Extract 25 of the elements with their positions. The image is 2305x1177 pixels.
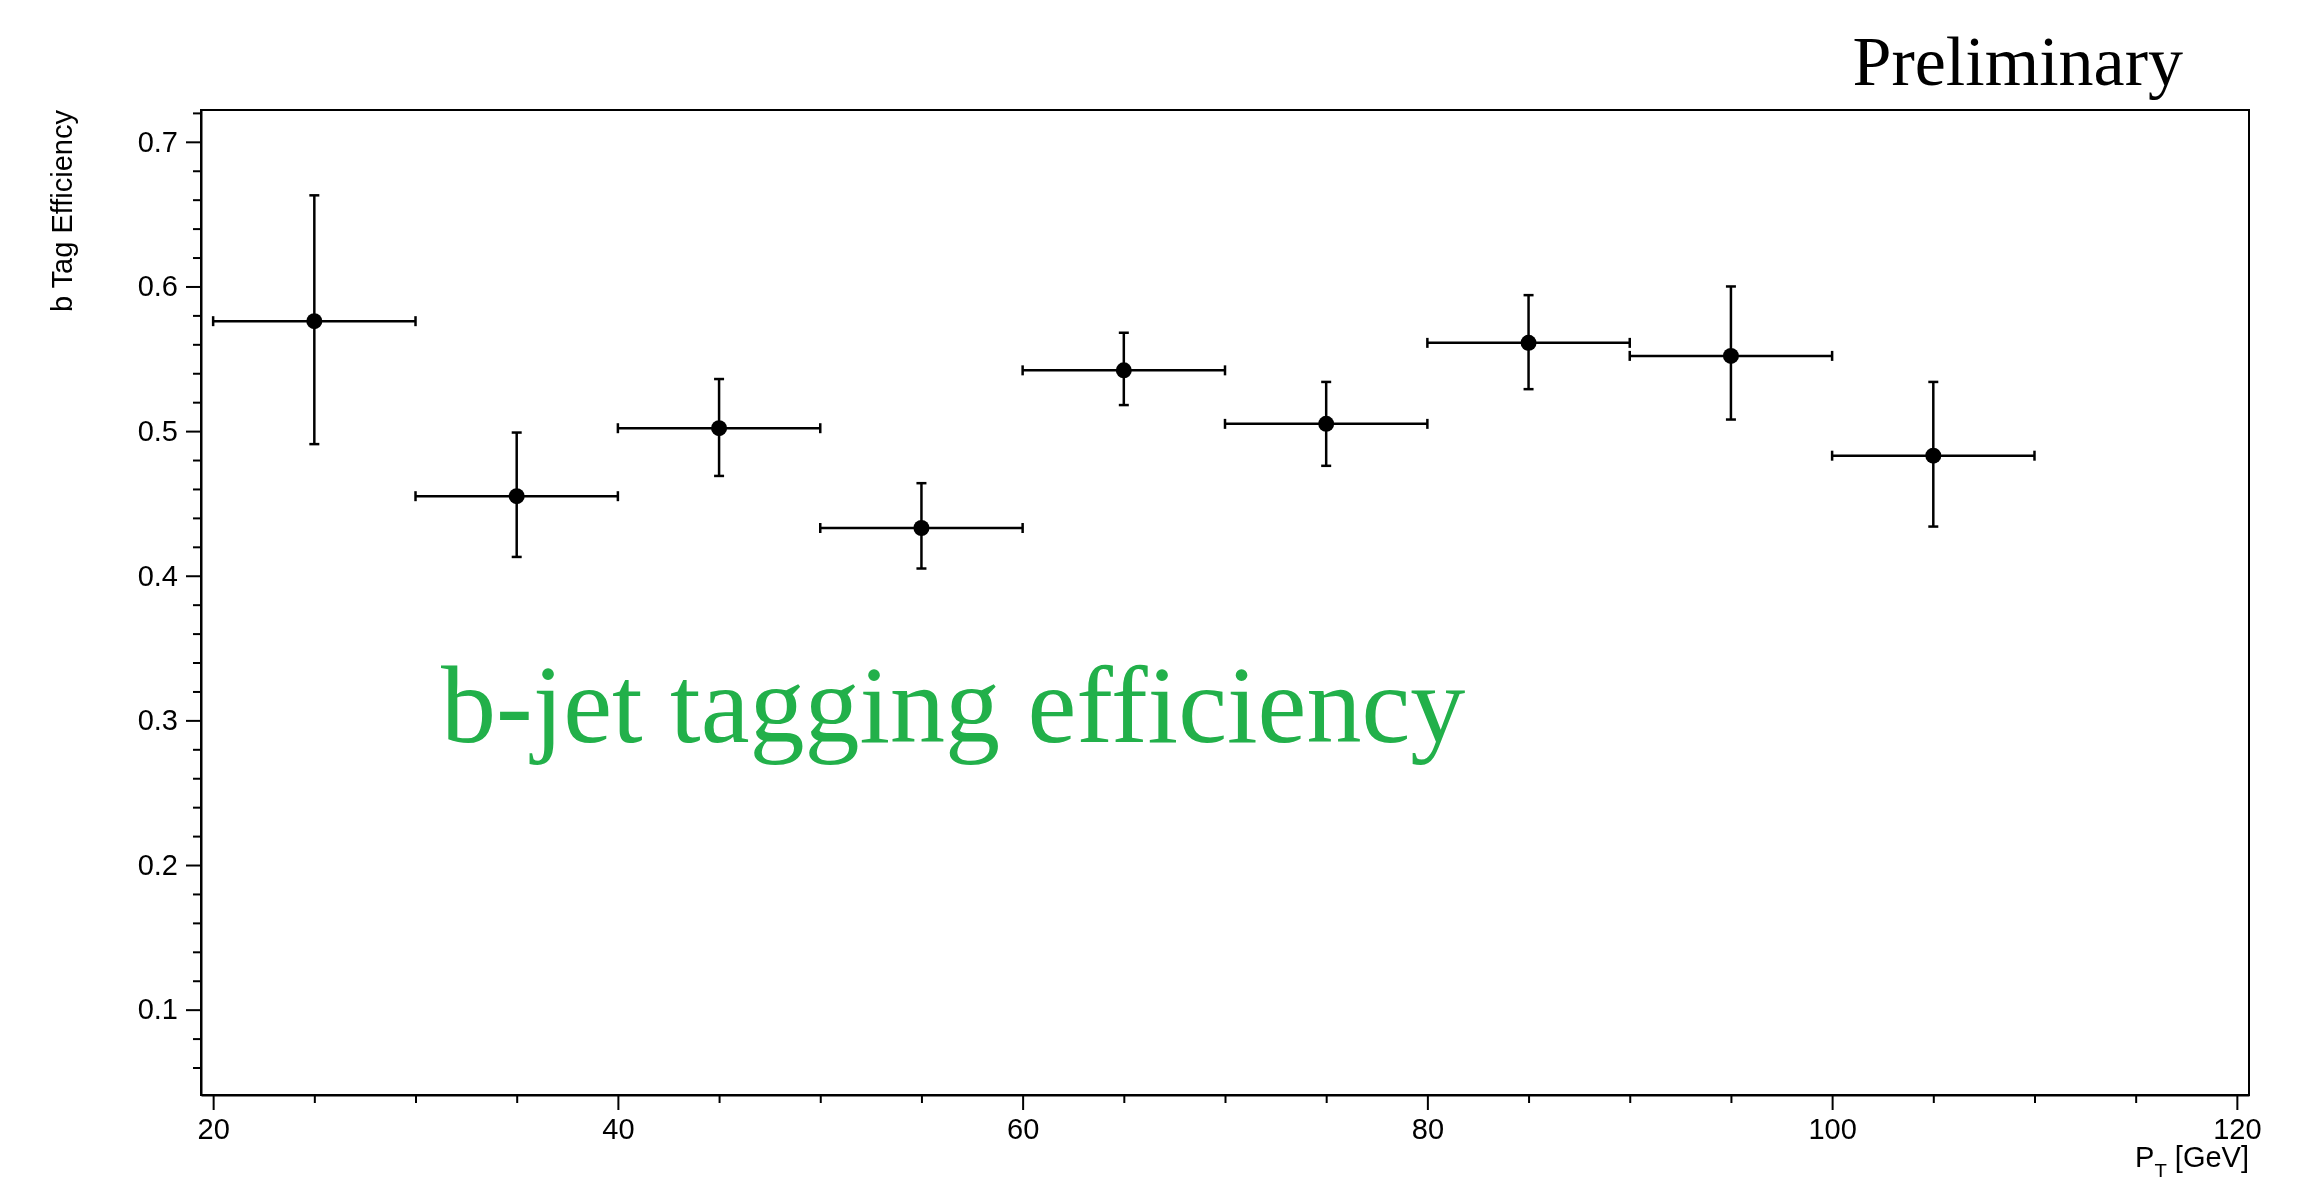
- point: [1318, 415, 1335, 432]
- y-tick-label: 0.4: [137, 559, 178, 592]
- y-tick-label: 0.1: [137, 993, 178, 1026]
- point: [913, 520, 930, 537]
- x-tick-label: 60: [1007, 1112, 1040, 1145]
- x-tick-label: 20: [197, 1112, 230, 1145]
- y-axis-title: b Tag Efficiency: [46, 109, 78, 313]
- x-tick-label: 40: [602, 1112, 635, 1145]
- y-tick-label: 0.5: [137, 414, 178, 447]
- point: [1520, 334, 1537, 351]
- y-tick-label: 0.2: [137, 848, 178, 881]
- x-tick-label: 100: [1808, 1112, 1857, 1145]
- y-tick-label: 0.6: [137, 270, 178, 303]
- annotation: b-jet tagging efficiency: [441, 644, 1466, 766]
- point: [508, 488, 525, 505]
- y-tick-label: 0.7: [137, 125, 178, 158]
- text: Preliminary: [1852, 23, 2183, 100]
- point: [711, 420, 728, 437]
- x-tick-label: 120: [2213, 1112, 2262, 1145]
- x-tick-label: 80: [1411, 1112, 1444, 1145]
- y-tick-label: 0.3: [137, 704, 178, 737]
- point: [1925, 447, 1942, 464]
- point: [306, 313, 323, 330]
- point: [1722, 347, 1739, 364]
- point: [1115, 362, 1132, 379]
